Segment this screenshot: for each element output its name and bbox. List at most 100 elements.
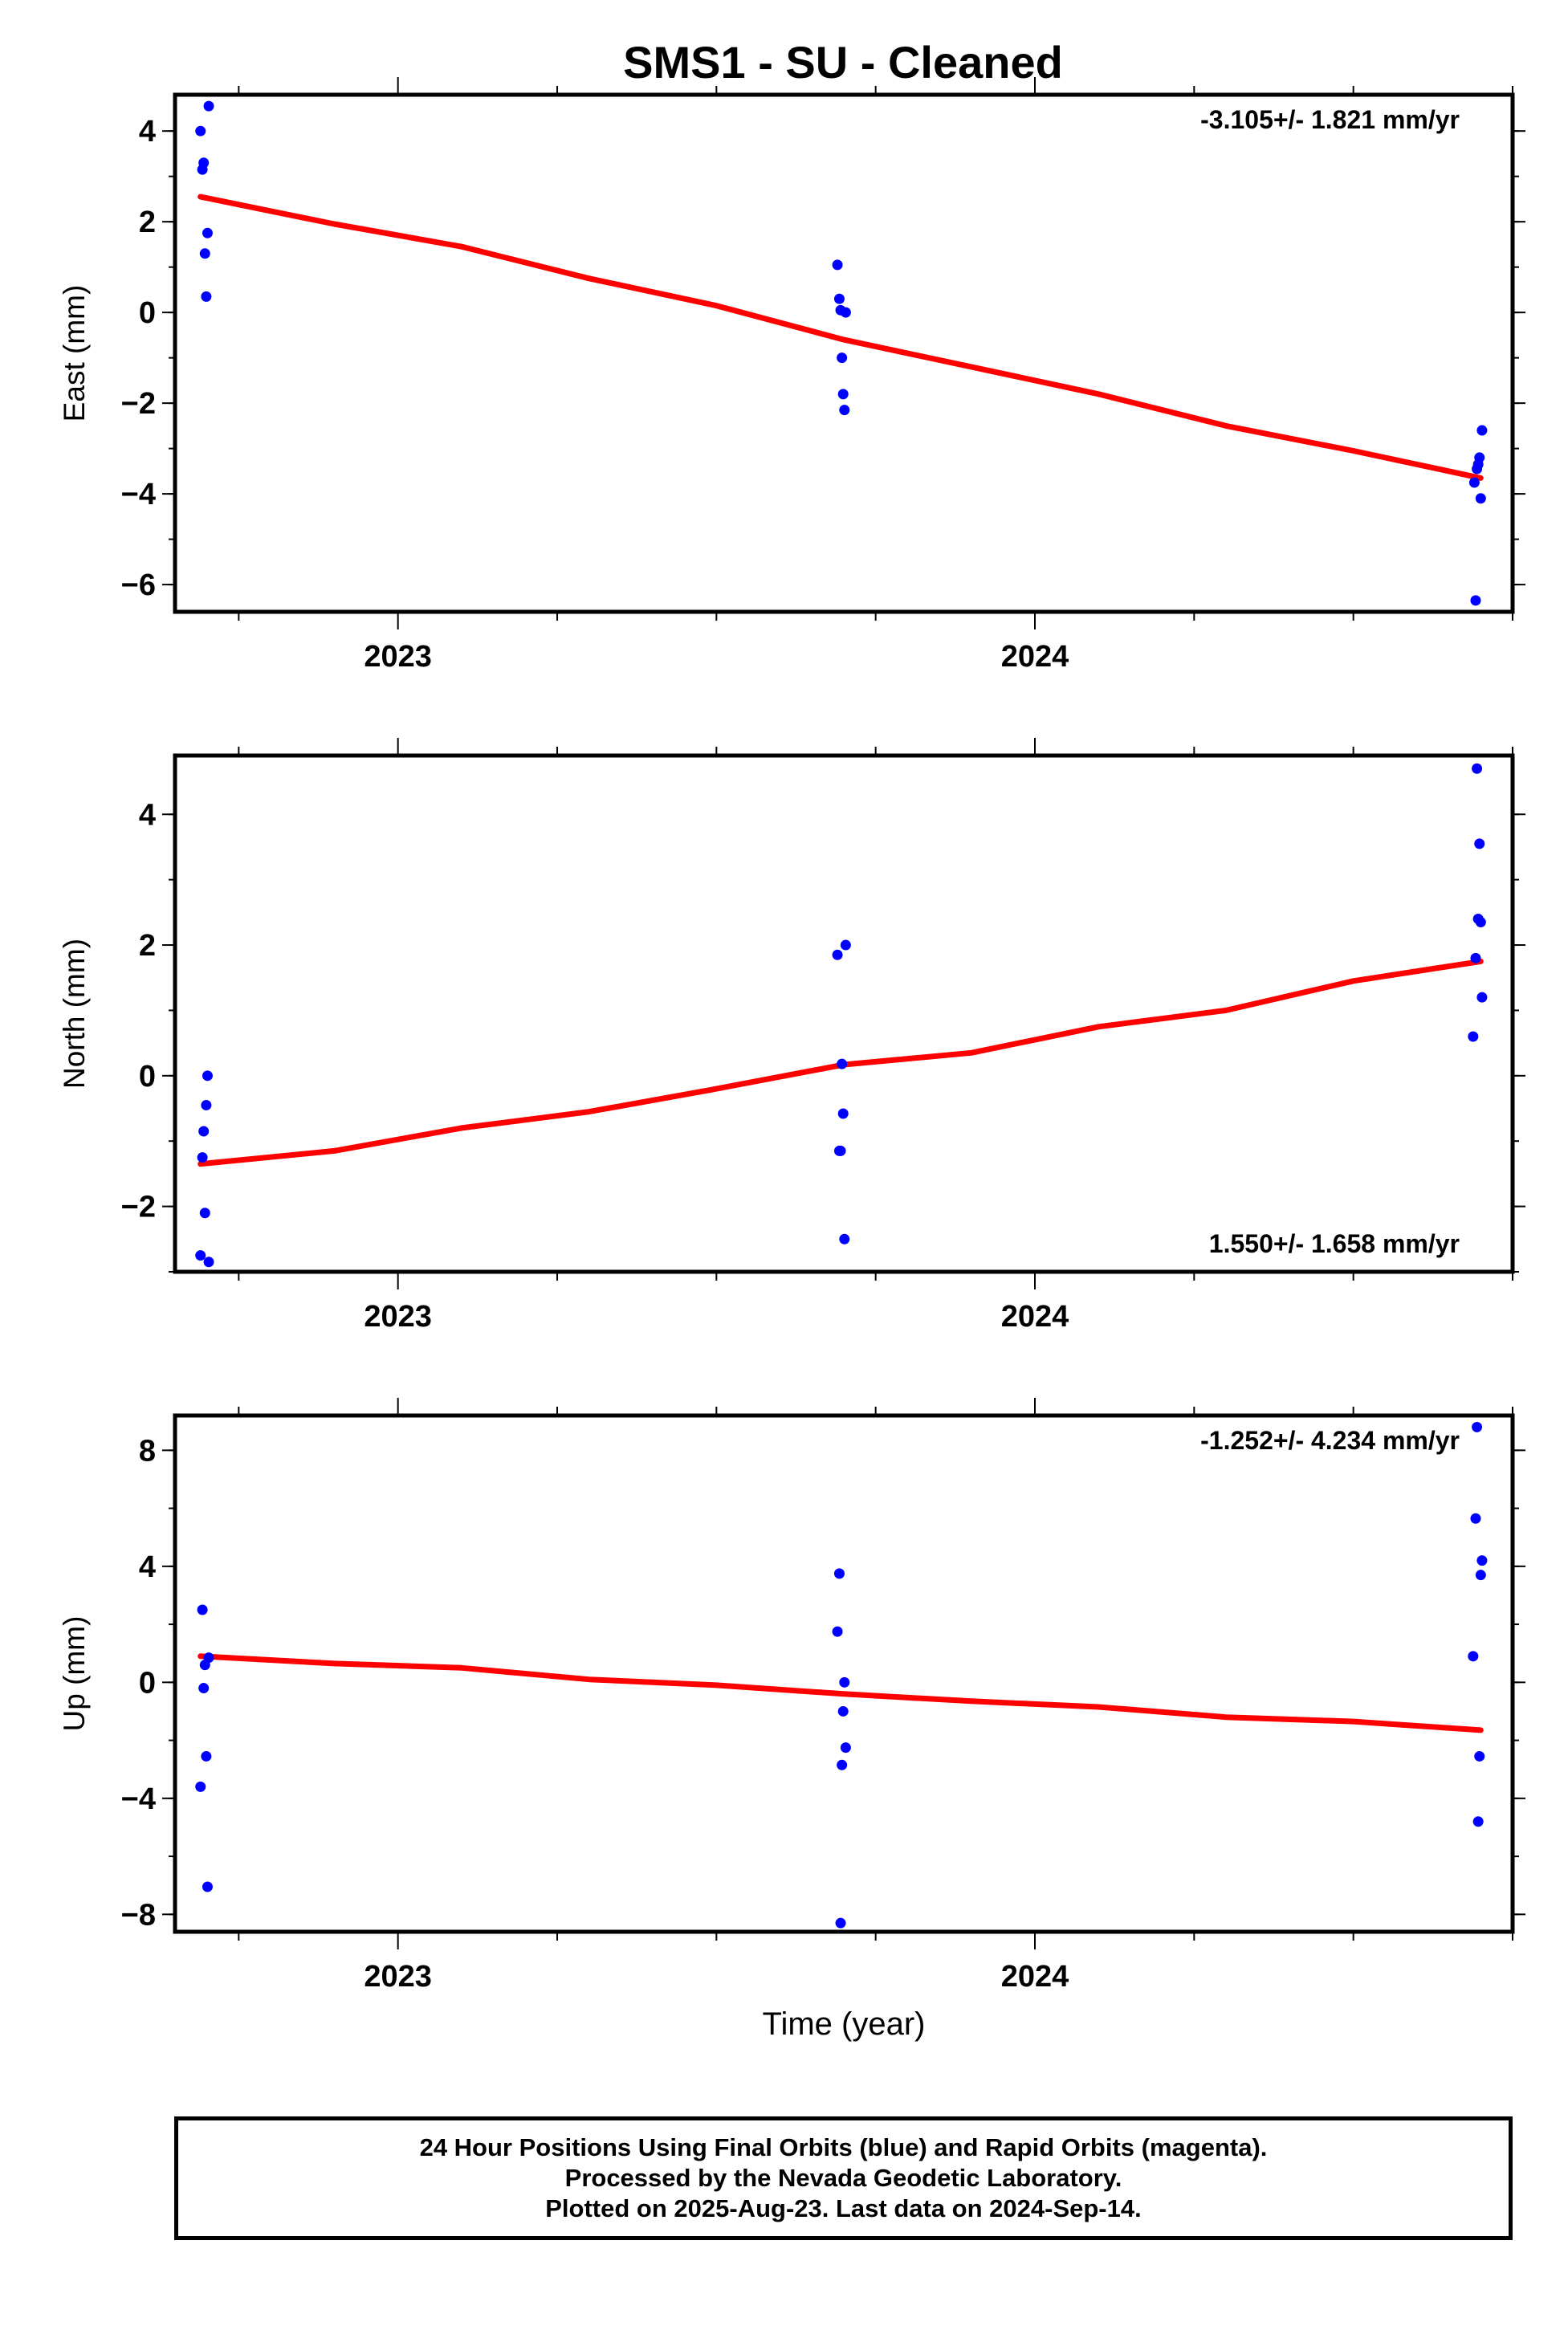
data-point — [201, 1750, 212, 1762]
data-point — [1470, 595, 1481, 606]
rate-label: -1.252+/- 4.234 mm/yr — [1200, 1426, 1460, 1455]
x-tick-label: 2023 — [364, 640, 432, 674]
plot-area — [195, 1421, 1488, 1929]
plot-area — [195, 763, 1488, 1268]
y-tick-label: 4 — [139, 1550, 156, 1584]
footer-line-1: 24 Hour Positions Using Final Orbits (bl… — [419, 2133, 1268, 2161]
y-tick-label: 4 — [139, 798, 156, 832]
y-tick-label: 2 — [139, 929, 156, 963]
data-point — [1476, 1555, 1488, 1566]
data-point — [203, 1652, 214, 1664]
data-point — [837, 1108, 849, 1119]
x-tick-label: 2023 — [364, 1960, 432, 1994]
data-point — [1475, 917, 1486, 928]
data-point — [839, 1233, 850, 1244]
x-tick-label: 2024 — [1001, 1300, 1069, 1334]
data-point — [195, 1781, 206, 1792]
data-point — [832, 1626, 843, 1637]
data-point — [1468, 477, 1480, 488]
x-tick-label: 2024 — [1001, 1960, 1069, 1994]
data-point — [1470, 1513, 1481, 1524]
data-point — [202, 1881, 213, 1892]
footer-line-3: Plotted on 2025-Aug-23. Last data on 202… — [545, 2194, 1142, 2222]
data-point — [195, 125, 206, 136]
data-point — [837, 1759, 848, 1770]
rate-label: -3.105+/- 1.821 mm/yr — [1200, 105, 1460, 134]
plot-frame — [173, 92, 1515, 614]
data-point — [198, 1683, 210, 1694]
data-point — [840, 939, 851, 951]
footer-info-box: 24 Hour Positions Using Final Orbits (bl… — [174, 2116, 1513, 2240]
data-point — [199, 1208, 210, 1219]
trend-line — [198, 1653, 1484, 1733]
data-point — [832, 259, 843, 271]
y-tick-label: 8 — [139, 1434, 156, 1468]
y-tick-label: 0 — [139, 1666, 156, 1700]
data-point — [837, 1705, 849, 1717]
data-point — [1468, 1651, 1479, 1662]
data-point — [197, 1604, 208, 1615]
data-point — [837, 389, 849, 400]
data-point — [197, 1152, 208, 1163]
y-tick-label: −4 — [121, 1782, 156, 1816]
panel-up: 2023 2024 8 4 0 −4 −8 Up (mm) -1.252+/- 4.234 mm… — [58, 1398, 1525, 2042]
data-point — [835, 1917, 846, 1929]
x-axis-label: Time (year) — [763, 2006, 926, 2042]
data-point — [195, 1250, 206, 1261]
panel-east: 2023 2024 4 2 0 −2 −4 −6 East (mm) -3.105+/- 1.82… — [58, 77, 1525, 674]
data-point — [1475, 1570, 1486, 1581]
data-point — [1475, 493, 1486, 504]
data-point — [199, 248, 210, 259]
y-tick-label: 4 — [139, 115, 156, 149]
x-tick-label: 2024 — [1001, 640, 1069, 674]
data-point — [1472, 1816, 1484, 1827]
data-point — [833, 1568, 845, 1579]
data-point — [840, 1742, 851, 1754]
y-axis-label: Up (mm) — [58, 1616, 91, 1732]
data-point — [840, 307, 851, 318]
data-point — [201, 1099, 212, 1110]
panel-north: 2023 2024 4 2 0 −2 North (mm) 1.550+/- 1.658 mm… — [58, 738, 1525, 1334]
data-point — [1476, 992, 1488, 1003]
y-tick-label: −6 — [121, 568, 156, 602]
data-point — [837, 1058, 848, 1069]
data-point — [833, 293, 845, 304]
data-point — [203, 1257, 214, 1268]
data-point — [1472, 1421, 1483, 1432]
y-tick-label: −4 — [121, 478, 156, 511]
y-tick-label: 2 — [139, 206, 156, 239]
data-point — [201, 291, 212, 302]
data-point — [832, 949, 843, 960]
y-axis-label: North (mm) — [58, 939, 91, 1089]
data-point — [1470, 952, 1481, 963]
y-tick-label: −2 — [121, 387, 156, 421]
data-point — [1468, 1031, 1479, 1042]
data-point — [1474, 1750, 1485, 1762]
data-point — [835, 1145, 846, 1156]
data-point — [198, 157, 210, 169]
y-tick-label: 0 — [139, 1060, 156, 1094]
data-point — [839, 1676, 850, 1688]
figure-title: SMS1 - SU - Cleaned — [623, 37, 1063, 88]
plot-area — [195, 100, 1488, 606]
data-point — [1476, 425, 1488, 436]
footer-line-2: Processed by the Nevada Geodetic Laborat… — [564, 2164, 1122, 2192]
rate-label: 1.550+/- 1.658 mm/yr — [1209, 1229, 1460, 1258]
x-tick-label: 2023 — [364, 1300, 432, 1334]
y-axis-label: East (mm) — [58, 285, 91, 422]
data-point — [198, 1126, 210, 1137]
data-point — [203, 100, 214, 112]
data-point — [202, 227, 213, 238]
plot-frame — [173, 1413, 1515, 1934]
y-tick-label: −2 — [121, 1191, 156, 1224]
data-point — [202, 1070, 213, 1081]
trend-line — [198, 193, 1484, 481]
y-tick-label: −8 — [121, 1898, 156, 1932]
data-point — [839, 405, 850, 416]
data-point — [837, 352, 848, 364]
y-tick-label: 0 — [139, 296, 156, 330]
data-point — [1474, 452, 1485, 463]
data-point — [1474, 838, 1485, 849]
data-point — [1472, 763, 1483, 774]
